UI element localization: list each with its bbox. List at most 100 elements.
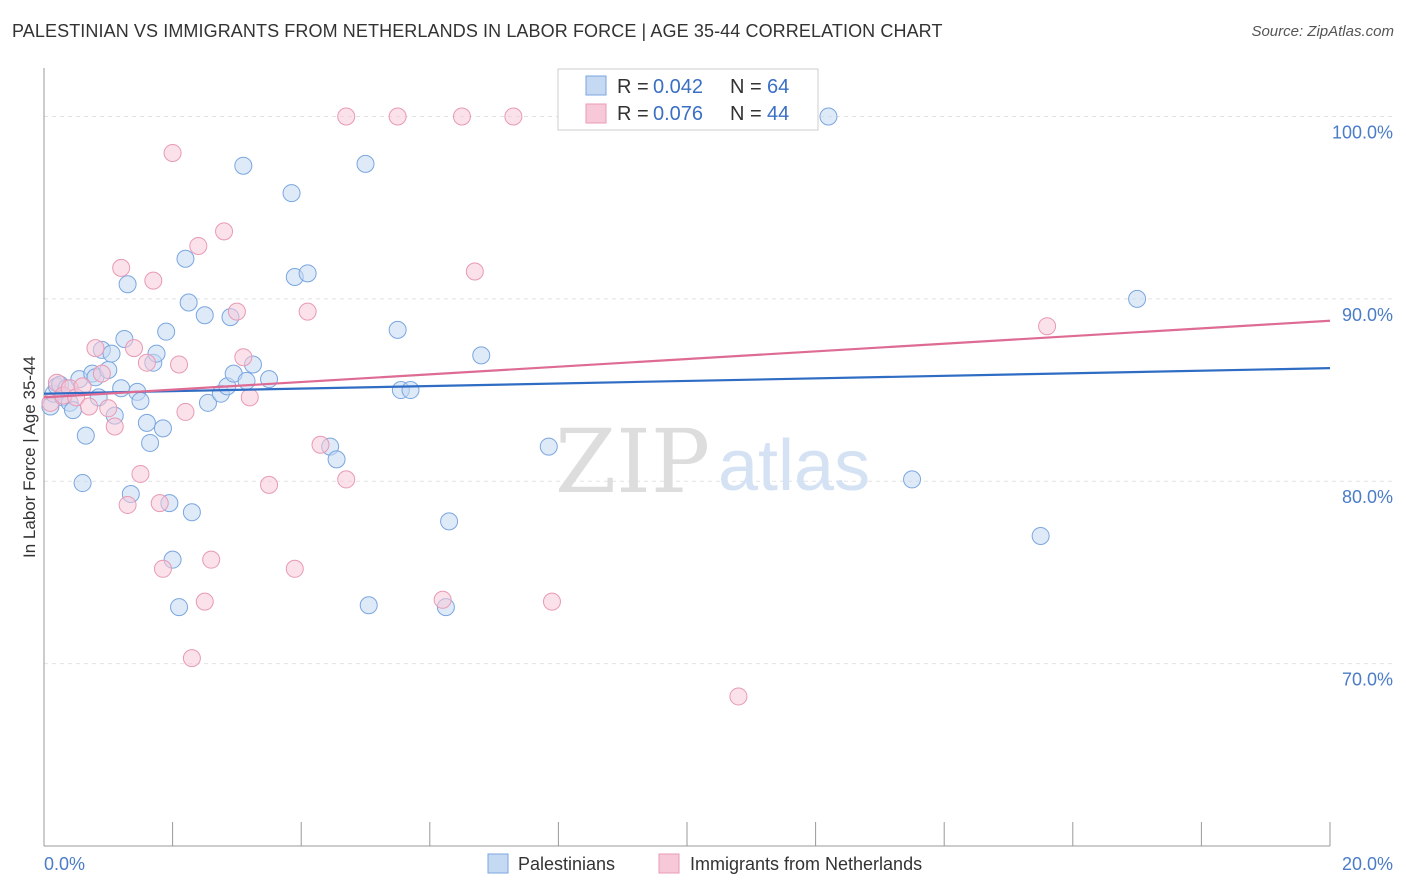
y-tick-label-2: 80.0% [1342, 487, 1393, 507]
point-netherlands-10 [105, 417, 124, 436]
x-ticks [43, 822, 1331, 846]
legend-swatch-palestinians [487, 853, 509, 874]
x-tick-label-1: 20.0% [1342, 854, 1393, 874]
stats-legend: R = 0.042 N = 64 R = 0.076 N = 44 [557, 68, 819, 131]
palestinians-points [41, 107, 1147, 617]
point-palestinians-53 [388, 320, 407, 339]
point-netherlands-29 [240, 388, 259, 407]
point-netherlands-14 [131, 464, 150, 483]
watermark-zip: ZIP [555, 410, 710, 513]
point-palestinians-46 [282, 184, 301, 203]
point-netherlands-21 [176, 402, 195, 421]
point-netherlands-39 [465, 262, 484, 281]
point-netherlands-18 [153, 559, 172, 578]
x-tick-labels: 0.0% 20.0% [44, 854, 1393, 874]
point-palestinians-20 [118, 275, 137, 294]
y-tick-labels: 100.0% 90.0% 80.0% 70.0% [1332, 122, 1393, 689]
point-netherlands-37 [433, 590, 452, 609]
point-netherlands-23 [189, 236, 208, 255]
point-palestinians-59 [539, 437, 558, 456]
point-palestinians-43 [237, 371, 256, 390]
netherlands-points [41, 107, 1057, 706]
point-netherlands-34 [337, 470, 356, 489]
stats-swatch-netherlands [585, 103, 607, 124]
point-netherlands-11 [112, 258, 131, 277]
x-tick-label-0: 0.0% [44, 854, 85, 874]
legend-label-netherlands: Immigrants from Netherlands [690, 854, 922, 874]
point-palestinians-37 [198, 393, 217, 412]
y-tick-label-3: 70.0% [1342, 670, 1393, 690]
stats-r-key-1: R = [617, 76, 649, 98]
point-palestinians-28 [153, 419, 172, 438]
point-netherlands-36 [388, 107, 407, 126]
y-tick-label-1: 90.0% [1342, 305, 1393, 325]
watermark-atlas: atlas [718, 426, 870, 506]
point-netherlands-31 [285, 559, 304, 578]
stats-r-netherlands: 0.076 [653, 103, 703, 125]
point-palestinians-60 [819, 107, 838, 126]
point-palestinians-50 [327, 450, 346, 469]
point-palestinians-57 [440, 512, 459, 531]
point-netherlands-25 [202, 550, 221, 569]
palestinians-trend-line [43, 367, 1331, 395]
point-netherlands-30 [260, 475, 279, 494]
point-netherlands-41 [542, 592, 561, 611]
chart-title: PALESTINIAN VS IMMIGRANTS FROM NETHERLAN… [12, 21, 943, 41]
point-palestinians-33 [176, 249, 195, 268]
point-palestinians-10 [76, 426, 95, 445]
point-palestinians-9 [73, 474, 92, 493]
point-netherlands-17 [150, 494, 169, 513]
point-netherlands-33 [311, 435, 330, 454]
point-palestinians-42 [234, 156, 253, 175]
point-palestinians-32 [170, 598, 189, 617]
point-netherlands-12 [118, 495, 137, 514]
source-label: Source: ZipAtlas.com [1251, 23, 1394, 40]
point-netherlands-35 [337, 107, 356, 126]
point-netherlands-43 [1038, 317, 1057, 336]
point-netherlands-42 [729, 687, 748, 706]
point-palestinians-23 [131, 391, 150, 410]
point-netherlands-8 [92, 364, 111, 383]
stats-r-key-2: R = [617, 103, 649, 125]
point-netherlands-26 [215, 222, 234, 241]
point-palestinians-29 [157, 322, 176, 341]
point-palestinians-24 [137, 413, 156, 432]
bottom-legend: Palestinians Immigrants from Netherlands [487, 853, 922, 874]
point-palestinians-51 [356, 154, 375, 173]
point-netherlands-22 [182, 649, 201, 668]
stats-r-palestinians: 0.042 [653, 76, 703, 98]
stats-n-netherlands: 44 [767, 103, 789, 125]
netherlands-trend-line [43, 319, 1331, 399]
legend-label-palestinians: Palestinians [518, 854, 615, 874]
point-palestinians-16 [102, 344, 121, 363]
point-palestinians-25 [141, 433, 160, 452]
point-netherlands-20 [170, 355, 189, 374]
y-axis-label: In Labor Force | Age 35-44 [20, 356, 39, 558]
point-netherlands-6 [80, 397, 99, 416]
point-netherlands-32 [298, 302, 317, 321]
point-palestinians-36 [195, 306, 214, 325]
watermark: ZIP atlas [555, 410, 870, 513]
point-netherlands-15 [137, 353, 156, 372]
point-palestinians-52 [359, 596, 378, 615]
point-netherlands-27 [227, 302, 246, 321]
point-palestinians-62 [1031, 526, 1050, 545]
legend-swatch-netherlands [658, 853, 680, 874]
point-palestinians-35 [182, 503, 201, 522]
point-netherlands-19 [163, 143, 182, 162]
y-tick-label-0: 100.0% [1332, 122, 1393, 142]
point-netherlands-24 [195, 592, 214, 611]
stats-n-key-1: N = [730, 76, 762, 98]
stats-swatch-palestinians [585, 75, 607, 96]
point-netherlands-16 [144, 271, 163, 290]
point-palestinians-34 [179, 293, 198, 312]
point-netherlands-13 [125, 339, 144, 358]
point-palestinians-48 [298, 264, 317, 283]
point-palestinians-61 [903, 470, 922, 489]
point-netherlands-38 [452, 107, 471, 126]
point-palestinians-63 [1128, 289, 1147, 308]
point-netherlands-7 [86, 339, 105, 358]
stats-n-palestinians: 64 [767, 76, 789, 98]
point-netherlands-40 [504, 107, 523, 126]
